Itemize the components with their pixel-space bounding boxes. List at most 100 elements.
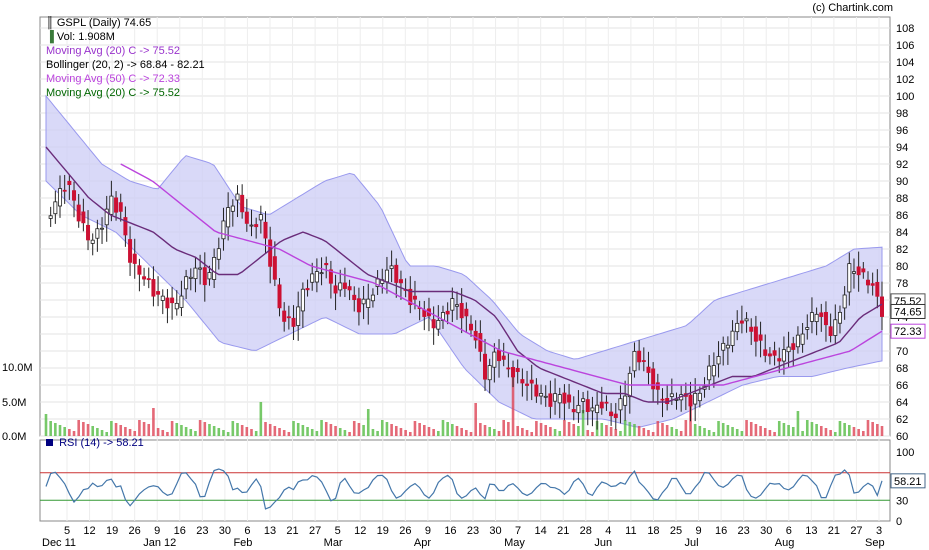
volume-bar xyxy=(759,426,762,436)
month-label: Feb xyxy=(233,537,252,549)
candle-body xyxy=(693,392,698,405)
candle-body xyxy=(310,273,315,283)
volume-bar xyxy=(693,424,697,436)
volume-bar xyxy=(147,424,151,436)
candle-body xyxy=(361,298,366,305)
candle-body xyxy=(249,224,254,227)
candle-body xyxy=(688,394,693,407)
candlesticks xyxy=(48,174,885,430)
price-tick-label: 84 xyxy=(896,227,908,239)
volume-bar xyxy=(712,432,716,436)
candle-body xyxy=(749,326,754,332)
volume-bar xyxy=(717,421,720,436)
candle-body xyxy=(875,281,880,297)
candle-body xyxy=(132,253,137,264)
volume-bar xyxy=(567,422,571,436)
day-tick-label: 7 xyxy=(515,525,521,537)
candle-body xyxy=(86,224,91,241)
rsi-tick-label: 30 xyxy=(896,495,908,507)
price-tick-label: 82 xyxy=(896,244,908,256)
candle-body xyxy=(95,228,100,239)
volume-bar xyxy=(483,425,487,436)
candle-body xyxy=(454,304,459,307)
volume-bar xyxy=(796,411,800,436)
candle-body xyxy=(777,358,782,362)
volume-bar xyxy=(829,430,832,436)
candle-body xyxy=(338,282,343,291)
day-tick-label: 5 xyxy=(64,525,70,537)
legend-volume: ▐ Vol: 1.908M xyxy=(46,31,115,43)
month-label: May xyxy=(504,537,525,549)
volume-bar xyxy=(63,427,66,436)
candle-body xyxy=(254,224,259,228)
candle-icon: ║ xyxy=(46,17,54,29)
day-tick-label: 9 xyxy=(695,525,701,537)
candle-body xyxy=(212,257,217,280)
candle-body xyxy=(880,296,885,317)
candle-body xyxy=(226,207,231,228)
day-tick-label: 16 xyxy=(444,525,456,537)
day-tick-label: 14 xyxy=(535,525,547,537)
candle-body xyxy=(823,311,828,326)
candle-body xyxy=(464,308,469,317)
month-label: Aug xyxy=(775,537,795,549)
volume-bar xyxy=(815,424,818,436)
month-label: Jul xyxy=(685,537,699,549)
volume-bar xyxy=(810,422,814,436)
candle-body xyxy=(277,284,282,309)
candle-body xyxy=(151,279,156,297)
volume-bar xyxy=(385,422,389,436)
volume-icon: ▐ xyxy=(46,31,54,43)
volume-bar xyxy=(591,432,594,436)
candle-body xyxy=(81,211,86,224)
candle-body xyxy=(352,294,357,301)
day-tick-label: 27 xyxy=(850,525,862,537)
candle-body xyxy=(389,265,394,269)
candle-body xyxy=(459,303,464,319)
volume-bar xyxy=(119,425,123,436)
price-tick-label: 98 xyxy=(896,108,908,120)
volume-bar xyxy=(222,430,225,436)
candle-body xyxy=(258,214,263,221)
day-tick-label: 21 xyxy=(828,525,840,537)
day-tick-label: 12 xyxy=(83,525,95,537)
candle-body xyxy=(408,288,413,306)
volume-bar xyxy=(264,422,267,436)
candle-body xyxy=(170,297,175,304)
volume-bar xyxy=(600,423,604,436)
volume-bar xyxy=(96,428,99,436)
day-tick-label: 21 xyxy=(557,525,569,537)
price-tick-label: 80 xyxy=(896,261,908,273)
candle-body xyxy=(604,401,609,404)
candle-body xyxy=(711,365,716,377)
candle-body xyxy=(216,248,221,260)
candle-body xyxy=(730,330,735,346)
day-tick-label: 19 xyxy=(377,525,389,537)
axes: 6062646668707274767880828486889092949698… xyxy=(2,23,926,549)
volume-bar xyxy=(404,430,407,436)
volume-bar xyxy=(497,431,501,436)
candle-body xyxy=(599,401,604,409)
candle-body xyxy=(62,189,67,192)
volume-bar xyxy=(609,427,613,436)
volume-bar xyxy=(58,425,62,436)
volume-bar xyxy=(142,422,146,436)
volume-bar xyxy=(670,427,674,436)
candle-body xyxy=(534,384,539,397)
volume-bar xyxy=(324,422,328,436)
volume-bar xyxy=(418,423,421,436)
volume-bar xyxy=(852,427,856,436)
volume-bar xyxy=(479,423,482,436)
volume-bar xyxy=(208,424,211,436)
candle-body xyxy=(240,194,245,213)
candle-body xyxy=(184,276,189,290)
day-tick-label: 6 xyxy=(786,525,792,537)
volume-bar xyxy=(563,420,566,436)
volume-bar xyxy=(572,424,576,436)
volume-bar xyxy=(642,428,646,436)
day-tick-label: 30 xyxy=(760,525,772,537)
volume-bar xyxy=(282,430,286,436)
candle-body xyxy=(571,409,576,413)
candle-body xyxy=(450,298,455,311)
candle-body xyxy=(114,197,119,213)
